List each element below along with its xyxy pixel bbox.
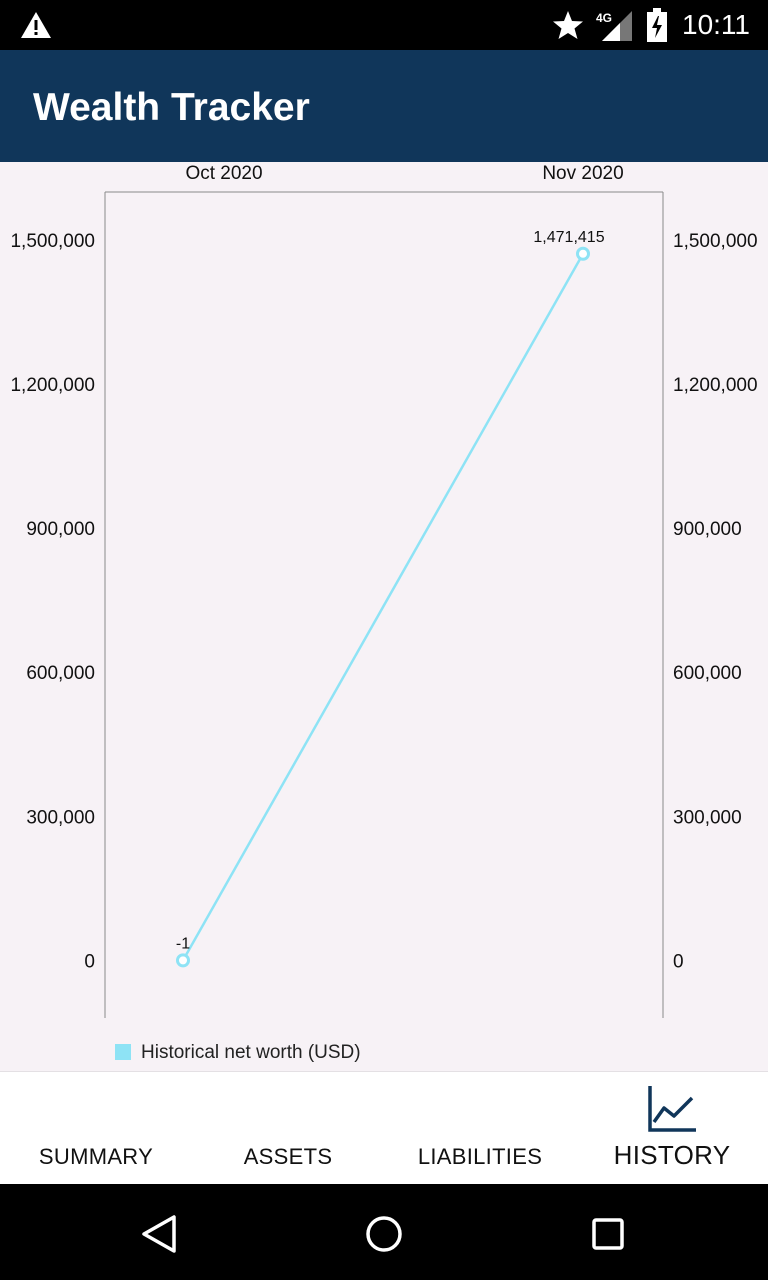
y-tick-label-left: 0: [84, 951, 95, 972]
tab-summary-label: SUMMARY: [38, 1144, 154, 1169]
recents-icon[interactable]: [586, 1212, 630, 1256]
y-tick-label-left: 1,200,000: [10, 375, 95, 396]
legend-label: Historical net worth (USD): [141, 1042, 361, 1063]
back-icon[interactable]: [138, 1212, 182, 1256]
y-tick-label-left: 1,500,000: [10, 231, 95, 252]
home-icon[interactable]: [362, 1212, 406, 1256]
star-icon: [553, 11, 583, 39]
battery-icon: [647, 8, 667, 42]
tab-history-label: HISTORY: [613, 1140, 731, 1170]
x-tick-label: Nov 2020: [542, 163, 623, 184]
app-bar: Wealth Tracker: [0, 50, 768, 162]
bottom-nav: SUMMARY ASSETS LIABILITIES HISTORY: [0, 1071, 768, 1184]
network-type-label: 4G: [596, 11, 612, 25]
data-label: 1,471,415: [533, 229, 604, 246]
tab-assets[interactable]: ASSETS: [192, 1072, 384, 1185]
app-title: Wealth Tracker: [33, 86, 310, 129]
data-point: [176, 953, 190, 968]
tab-history[interactable]: HISTORY: [576, 1072, 768, 1185]
tab-liabilities[interactable]: LIABILITIES: [384, 1072, 576, 1185]
alert-icon: [21, 12, 51, 38]
data-point: [576, 246, 590, 261]
legend-swatch: [115, 1044, 131, 1060]
status-clock: 10:11: [682, 9, 750, 40]
y-tick-label-right: 300,000: [673, 807, 742, 828]
net-worth-chart: Oct 2020 Nov 2020 0 0 300,000 300,000 600,000 6…: [0, 162, 768, 1070]
tab-assets-label: ASSETS: [243, 1144, 333, 1169]
y-tick-label-left: 300,000: [26, 807, 95, 828]
tab-liabilities-label: LIABILITIES: [417, 1144, 543, 1169]
y-tick-label-left: 900,000: [26, 519, 95, 540]
signal-icon: 4G: [596, 11, 632, 41]
y-tick-label-right: 900,000: [673, 519, 742, 540]
y-tick-label-right: 1,200,000: [673, 375, 758, 396]
tab-summary[interactable]: SUMMARY: [0, 1072, 192, 1185]
x-tick-label: Oct 2020: [185, 163, 262, 184]
y-tick-label-right: 600,000: [673, 663, 742, 684]
system-nav-bar: [0, 1184, 768, 1280]
line-chart-icon: [648, 1086, 696, 1132]
status-bar: 4G 10:11: [0, 0, 768, 50]
data-label: -1: [176, 935, 190, 952]
y-tick-label-left: 600,000: [26, 663, 95, 684]
chart-svg: Oct 2020 Nov 2020 0 0 300,000 300,000 600,000 6…: [10, 163, 758, 1018]
y-tick-label-right: 1,500,000: [673, 231, 758, 252]
y-tick-label-right: 0: [673, 951, 684, 972]
series-line: [181, 253, 585, 961]
